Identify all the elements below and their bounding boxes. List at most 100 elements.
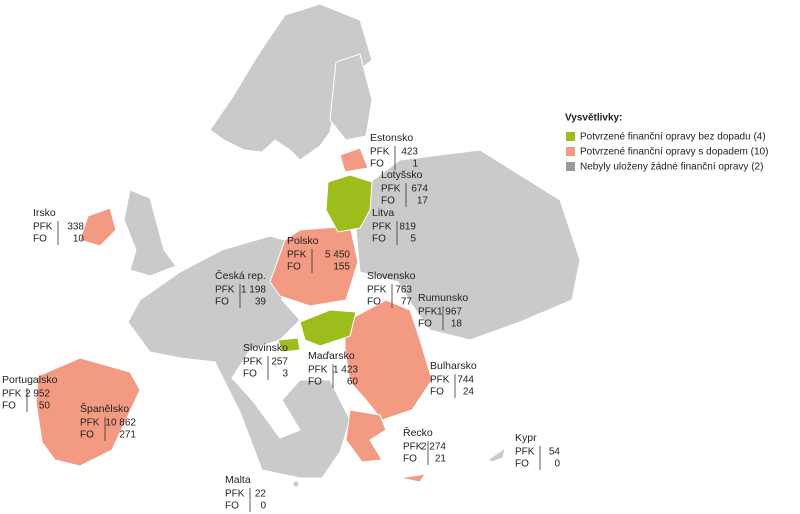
country-name: Portugalsko: [2, 374, 58, 386]
legend-title: Vysvětlivky:: [565, 113, 622, 124]
fo-value: 3: [282, 369, 288, 380]
row-label: PFK: [287, 250, 307, 261]
country-name: Irsko: [33, 207, 56, 219]
legend-swatch: [566, 132, 575, 141]
country-shape: [269, 225, 359, 307]
country-name: Bulharsko: [430, 360, 477, 372]
row-label: FO: [308, 377, 322, 388]
fo-value: 0: [554, 459, 560, 470]
pfk-value: 744: [457, 375, 474, 386]
country-shape: [325, 174, 373, 233]
country-name: Slovensko: [367, 270, 416, 282]
fo-value: 1: [412, 159, 418, 170]
row-label: PFK: [515, 447, 535, 458]
country-shape: [345, 409, 387, 463]
row-label: PFK: [403, 442, 423, 453]
pfk-value: 338: [67, 222, 84, 233]
pfk-value: 1 423: [333, 365, 358, 376]
country-name: Rumunsko: [418, 292, 468, 304]
pfk-value: 2 274: [421, 442, 446, 453]
row-label: FO: [370, 159, 384, 170]
pfk-value: 257: [271, 357, 288, 368]
country-name: Lotyšsko: [381, 169, 423, 181]
fo-value: 5: [410, 234, 416, 245]
row-label: FO: [372, 234, 386, 245]
country-shape: [399, 473, 427, 483]
pfk-value: 2 952: [25, 389, 50, 400]
row-label: FO: [2, 401, 16, 412]
pfk-value: 819: [399, 222, 416, 233]
country-shape: [79, 207, 117, 247]
country-shape: [344, 299, 433, 421]
country-name: Slovinsko: [243, 342, 288, 354]
legend-item: Potvrzené finanční opravy bez dopadu (4): [580, 132, 766, 143]
legend-item: Nebyly uloženy žádné finanční opravy (2): [580, 162, 763, 173]
row-label: PFK: [33, 222, 53, 233]
pfk-value: 423: [401, 147, 418, 158]
pfk-value: 763: [395, 285, 412, 296]
map-shapes: [35, 3, 581, 488]
fo-value: 39: [255, 297, 267, 308]
country-shape: [292, 480, 300, 488]
fo-value: 21: [435, 454, 447, 465]
country-name: Estonsko: [370, 132, 413, 144]
pfk-value: 10 862: [105, 418, 136, 429]
row-label: PFK: [370, 147, 390, 158]
fo-value: 155: [333, 262, 350, 273]
row-label: PFK: [215, 285, 235, 296]
country-name: Litva: [372, 207, 394, 219]
row-label: FO: [367, 297, 381, 308]
row-label: FO: [215, 297, 229, 308]
row-label: FO: [225, 501, 239, 512]
row-label: FO: [243, 369, 257, 380]
country-shape: [329, 53, 373, 141]
row-label: FO: [430, 387, 444, 398]
fo-value: 18: [451, 319, 463, 330]
fo-value: 17: [417, 196, 429, 207]
country-name: Španělsko: [80, 402, 129, 415]
pfk-value: 22: [255, 489, 267, 500]
country-shape: [35, 357, 141, 467]
country-shape: [277, 337, 301, 353]
row-label: PFK: [243, 357, 263, 368]
country-shape: [299, 309, 357, 347]
country-shape: [487, 446, 506, 463]
pfk-value: 1 967: [437, 307, 462, 318]
pfk-value: 1 198: [241, 285, 266, 296]
country-name: Polsko: [287, 235, 319, 247]
country-shape: [123, 189, 177, 277]
row-label: FO: [515, 459, 529, 470]
row-label: PFK: [381, 184, 401, 195]
country-shape: [355, 149, 581, 341]
fo-value: 24: [463, 387, 475, 398]
fo-value: 77: [401, 297, 413, 308]
row-label: PFK: [80, 418, 100, 429]
fo-value: 271: [119, 430, 136, 441]
fo-value: 60: [347, 377, 359, 388]
row-label: FO: [80, 430, 94, 441]
fo-value: 10: [73, 234, 85, 245]
row-label: PFK: [418, 307, 438, 318]
row-label: PFK: [308, 365, 328, 376]
row-label: PFK: [225, 489, 245, 500]
legend: Vysvětlivky: Potvrzené finanční opravy b…: [565, 113, 768, 173]
row-label: PFK: [430, 375, 450, 386]
country-name: Kypr: [515, 432, 537, 444]
legend-item: Potvrzené finanční opravy s dopadem (10): [580, 147, 768, 158]
row-label: FO: [403, 454, 417, 465]
pfk-value: 674: [411, 184, 428, 195]
country-name: Česká rep.: [215, 269, 266, 282]
country-name: Řecko: [403, 426, 433, 439]
row-label: FO: [33, 234, 47, 245]
row-label: PFK: [367, 285, 387, 296]
row-label: PFK: [372, 222, 392, 233]
row-label: FO: [381, 196, 395, 207]
legend-swatch: [566, 147, 575, 156]
legend-swatch: [566, 162, 575, 171]
country-name: Maďarsko: [308, 350, 355, 362]
country-shape: [339, 147, 369, 173]
row-label: FO: [287, 262, 301, 273]
pfk-value: 54: [549, 447, 561, 458]
pfk-value: 5 450: [325, 250, 350, 261]
